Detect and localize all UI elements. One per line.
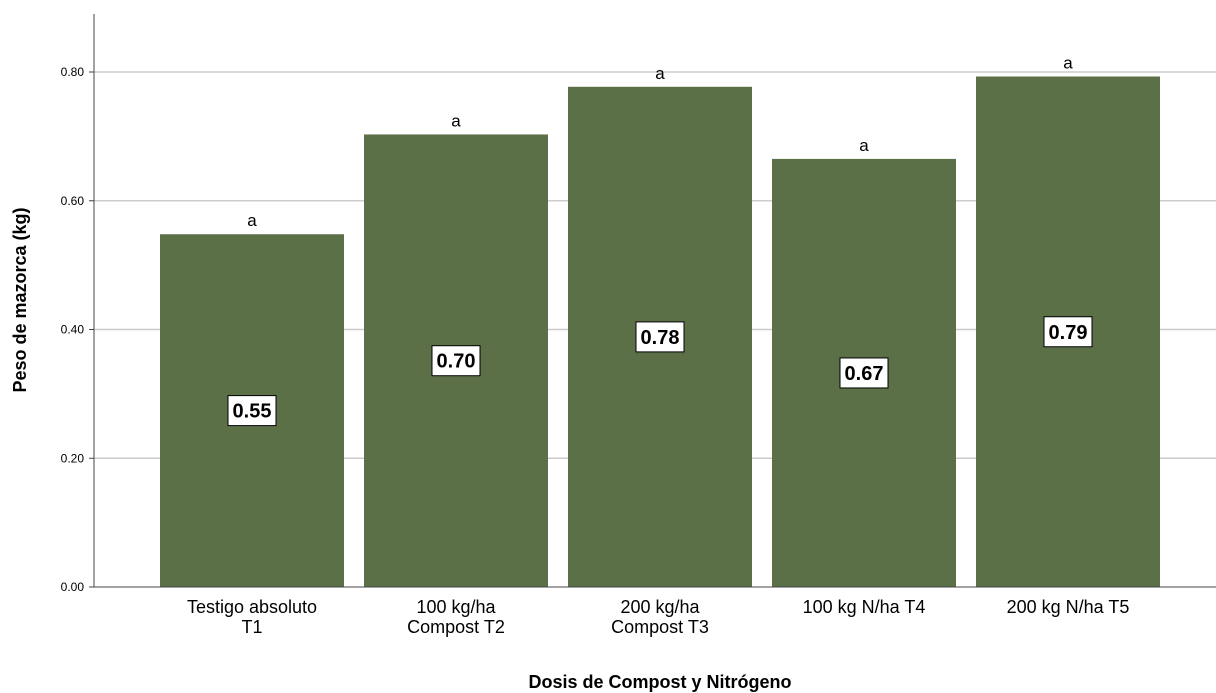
- significance-label: a: [451, 111, 461, 130]
- value-labels: 0.55 0.70 0.78 0.67 0.79: [227, 316, 1093, 427]
- y-tick-label: 0.00: [61, 580, 85, 594]
- value-label: 0.70: [437, 351, 476, 373]
- y-axis-title: Peso de mazorca (kg): [10, 207, 30, 392]
- significance-label: a: [1063, 54, 1073, 73]
- x-axis-title: Dosis de Compost y Nitrógeno: [528, 672, 791, 692]
- value-label: 0.78: [641, 327, 680, 349]
- value-label-box: [1043, 316, 1093, 348]
- x-tick-label: Testigo absoluto: [187, 597, 317, 617]
- significance-labels: a a a a a: [247, 54, 1073, 231]
- significance-label: a: [655, 64, 665, 83]
- x-tick-label: 100 kg N/ha T4: [803, 597, 926, 617]
- y-tick-label: 0.40: [61, 323, 85, 337]
- value-label: 0.67: [845, 363, 884, 385]
- value-label-box: [635, 321, 685, 353]
- y-tick-labels: 0.00 0.20 0.40 0.60 0.80: [61, 65, 94, 594]
- significance-label: a: [247, 211, 257, 230]
- x-tick-label: 100 kg/ha: [416, 597, 496, 617]
- x-tick-label: 200 kg N/ha T5: [1007, 597, 1130, 617]
- value-label-box: [431, 345, 481, 377]
- y-tick-label: 0.80: [61, 65, 85, 79]
- y-tick-label: 0.20: [61, 451, 85, 465]
- x-tick-label: 200 kg/ha: [620, 597, 700, 617]
- value-label: 0.55: [233, 401, 272, 423]
- x-tick-label: Compost T3: [611, 617, 709, 637]
- y-tick-label: 0.60: [61, 194, 85, 208]
- x-tick-label: T1: [241, 617, 262, 637]
- value-label: 0.79: [1049, 322, 1088, 344]
- value-label-box: [839, 357, 889, 389]
- significance-label: a: [859, 136, 869, 155]
- x-tick-label: Compost T2: [407, 617, 505, 637]
- value-label-box: [227, 395, 277, 427]
